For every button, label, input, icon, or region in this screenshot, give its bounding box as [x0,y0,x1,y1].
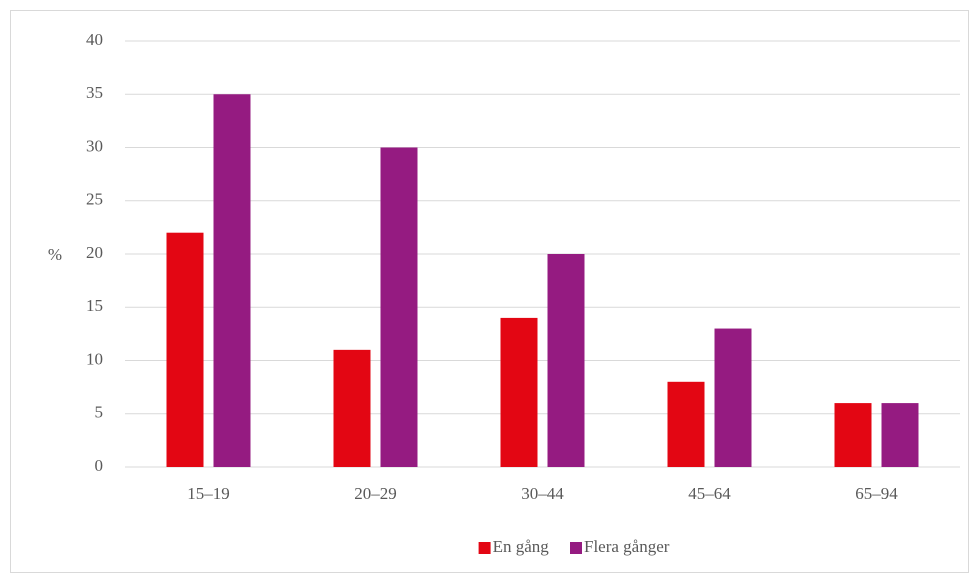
bar [881,403,919,467]
y-tick-label: 35 [86,83,103,102]
y-tick-label: 40 [86,30,103,49]
y-tick-label: 5 [95,403,104,422]
x-tick-label: 65–94 [855,484,898,503]
bar [714,328,752,467]
x-tick-label: 45–64 [688,484,731,503]
y-tick-label: 10 [86,349,103,368]
y-tick-label: 0 [95,456,104,475]
bar [500,317,538,467]
chart-frame [10,10,969,573]
legend-swatch [478,542,491,554]
x-tick-label: 15–19 [187,484,230,503]
y-tick-label: 20 [86,243,103,262]
bar [547,254,585,467]
bar [213,94,251,467]
y-tick-label: 30 [86,136,103,155]
y-tick-label: 15 [86,296,103,315]
y-axis-label: % [48,245,62,264]
bar [380,147,418,467]
legend-swatch [570,542,582,554]
bar [667,381,705,467]
bar [333,349,371,467]
y-tick-label: 25 [86,190,103,209]
bar [166,232,204,467]
legend-label: Flera gånger [584,537,670,556]
bar [834,403,872,467]
x-tick-label: 20–29 [354,484,397,503]
legend-label: En gång [493,537,550,556]
x-tick-label: 30–44 [521,484,564,503]
